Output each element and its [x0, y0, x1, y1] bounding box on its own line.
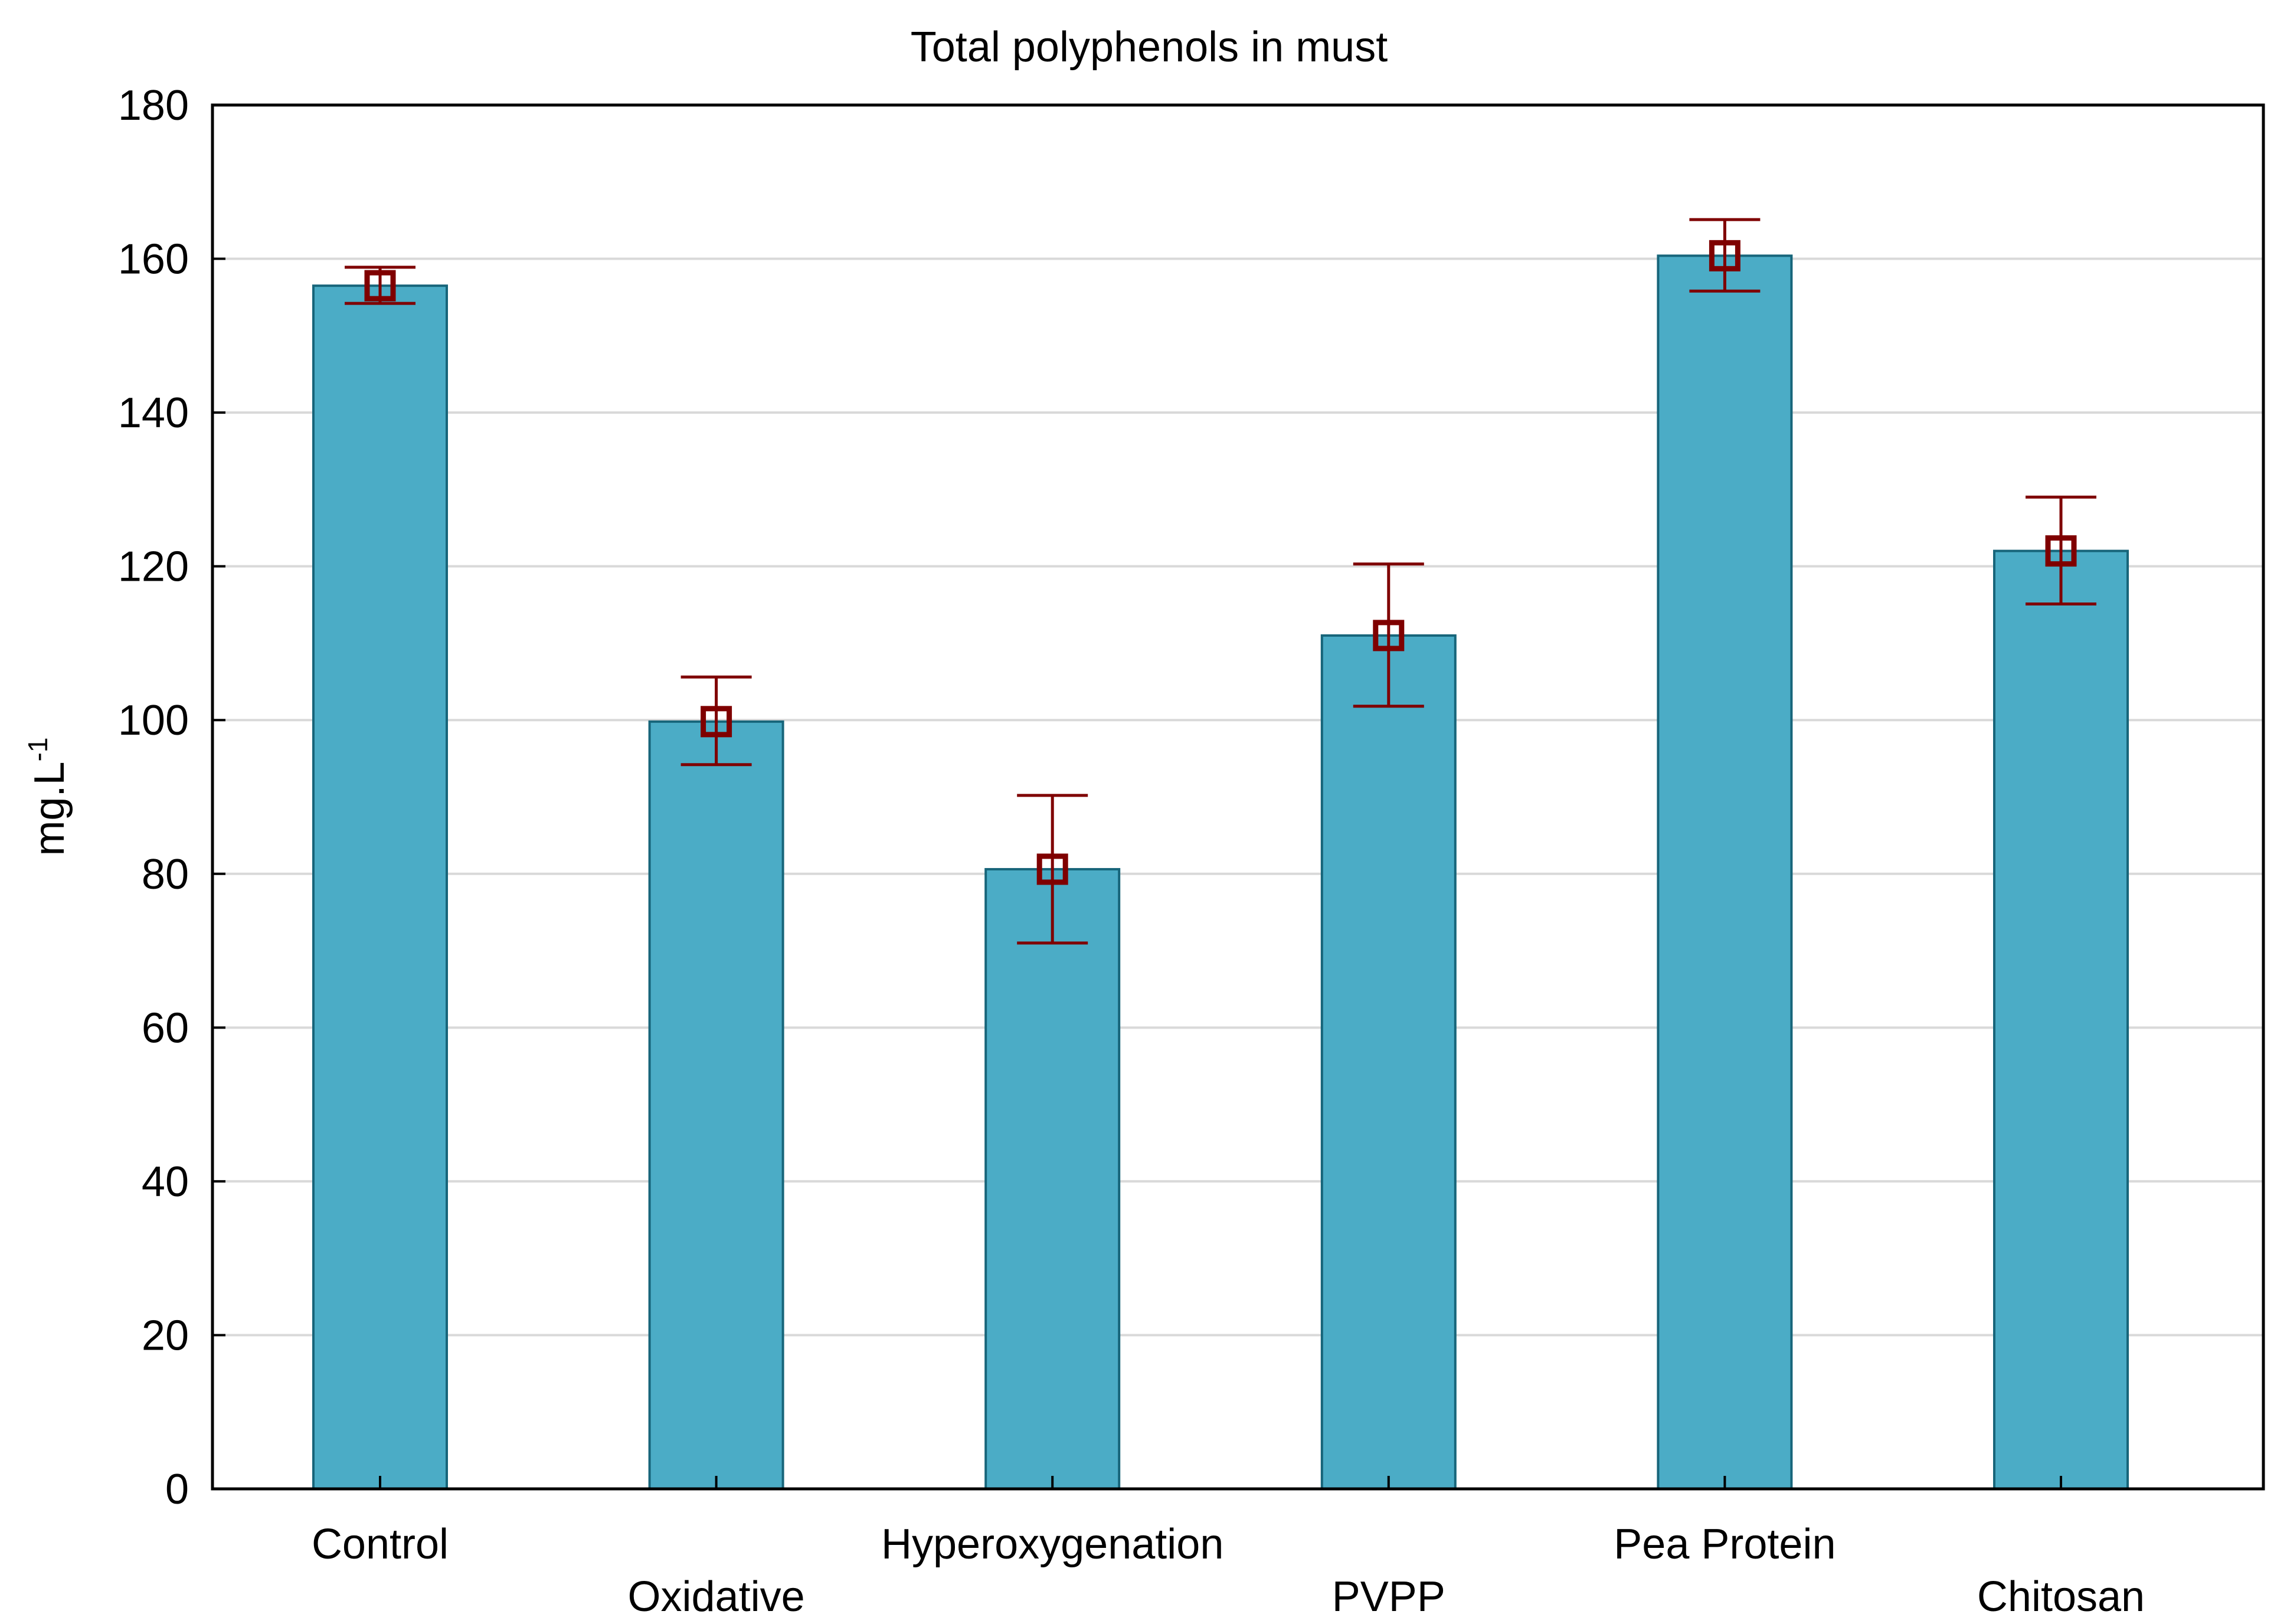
bars [312, 254, 2129, 1490]
y-tick-label: 20 [142, 1312, 189, 1359]
y-tick-label: 160 [118, 236, 189, 283]
x-axis-ticks: Control Oxidative Hyperoxygenation PVPP Pea … [312, 1476, 2145, 1620]
x-tick-label: Oxidative [628, 1573, 805, 1620]
y-axis-label-exponent: -1 [22, 738, 53, 762]
mean-marker [1709, 240, 1740, 271]
y-tick-label: 80 [142, 851, 189, 898]
mean-marker [1036, 853, 1068, 885]
chart-title: Total polyphenols in must [911, 24, 1388, 71]
y-tick-label: 120 [118, 543, 189, 591]
x-tick-label: PVPP [1332, 1573, 1445, 1620]
mean-marker [701, 706, 732, 738]
y-axis-label-unit: mg.L [26, 761, 73, 856]
mean-marker [2045, 535, 2077, 567]
bar-control [312, 284, 448, 1490]
bar-chitosan [1993, 549, 2129, 1490]
x-tick-label: Control [312, 1521, 449, 1568]
bar-pea-protein [1657, 254, 1793, 1490]
y-tick-label: 60 [142, 1004, 189, 1052]
gridlines [212, 257, 2263, 1337]
x-tick-label: Hyperoxygenation [881, 1521, 1223, 1568]
y-tick-label: 100 [118, 697, 189, 744]
y-tick-label: 0 [165, 1466, 189, 1513]
bar-pvpp [1320, 634, 1457, 1490]
x-tick-label: Chitosan [1977, 1573, 2145, 1620]
mean-marker [1373, 620, 1405, 651]
y-axis-ticks: 0 20 40 60 80 100 120 140 160 180 [118, 82, 225, 1513]
y-tick-label: 180 [118, 82, 189, 129]
y-tick-label: 140 [118, 389, 189, 437]
y-axis-label: mg.L-1 [22, 738, 73, 856]
y-tick-label: 40 [142, 1158, 189, 1206]
plot-frame [211, 103, 2265, 1491]
bar-oxidative [648, 720, 784, 1490]
x-tick-label: Pea Protein [1614, 1521, 1836, 1568]
error-bars [345, 218, 2096, 945]
bar-hyperoxygenation [984, 867, 1121, 1490]
mean-marker [364, 270, 396, 302]
